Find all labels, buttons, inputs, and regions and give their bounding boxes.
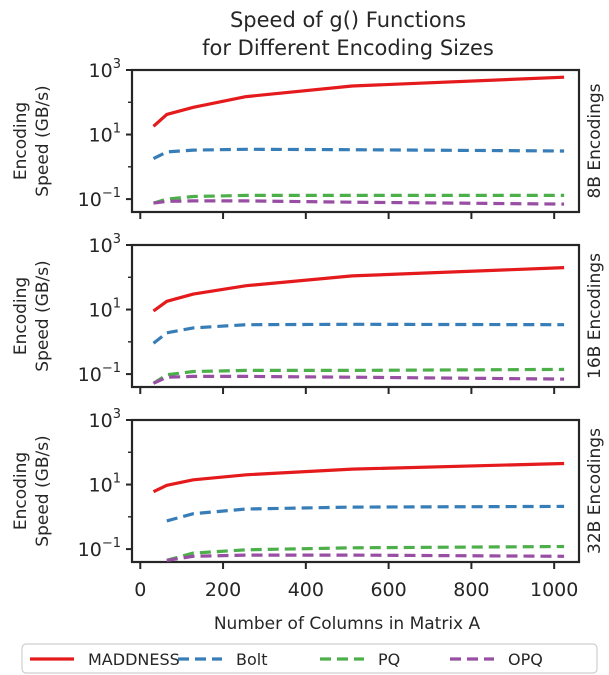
- y-axis-label: Encoding Speed (GB/s): [11, 85, 53, 196]
- legend-label-pq: PQ: [378, 650, 400, 669]
- legend-label-bolt: Bolt: [236, 650, 267, 669]
- series-line-bolt: [152, 322, 565, 345]
- panel-frame: [130, 68, 581, 214]
- x-tick-label: 600: [370, 579, 406, 601]
- series-line-pq: [166, 544, 565, 562]
- x-tick-label: 400: [288, 579, 324, 601]
- panel-label: 16B Encodings: [585, 253, 605, 379]
- y-tick-label: 101: [89, 297, 121, 322]
- panel-3: 10−1 101 103 Encoding Speed (GB/s) 32B Encodi…: [11, 407, 605, 569]
- y-tick-label: 101: [89, 472, 121, 497]
- x-tick-label: 800: [453, 579, 489, 601]
- series-line-opq: [166, 553, 565, 562]
- y-axis-label: Encoding Speed (GB/s): [11, 260, 53, 371]
- series-line-opq: [153, 199, 565, 206]
- series-line-pq: [152, 367, 565, 385]
- legend-box: [21, 643, 598, 674]
- legend-label-maddness: MADDNESS: [88, 650, 180, 669]
- series-line-bolt: [152, 147, 565, 161]
- panel-frame: [130, 418, 581, 564]
- chart-title-line-2: for Different Encoding Sizes: [202, 36, 494, 60]
- x-tick-label: 200: [205, 579, 241, 601]
- x-tick-label: 1000: [530, 579, 578, 601]
- panel-label: 8B Encodings: [585, 83, 605, 198]
- series-line-maddness: [152, 266, 565, 313]
- y-tick-label: 103: [89, 407, 121, 432]
- series-line-opq: [152, 374, 565, 385]
- y-axis-label: Encoding Speed (GB/s): [11, 435, 53, 546]
- series-line-maddness: [152, 461, 565, 494]
- series-line-bolt: [166, 504, 565, 523]
- y-tick-label: 10−1: [78, 361, 121, 386]
- x-axis-label: Number of Columns in Matrix A: [214, 614, 481, 634]
- panel-frame: [130, 243, 581, 389]
- panel-1: 10−1 101 103 Encoding Speed (GB/s) 8B Encodin…: [11, 57, 605, 219]
- y-tick-label: 103: [89, 57, 121, 82]
- y-tick-label: 101: [89, 122, 121, 147]
- y-tick-label: 103: [89, 232, 121, 257]
- x-tick-label: 0: [134, 579, 146, 601]
- panel-2: 10−1 101 103 Encoding Speed (GB/s) 16B Encodi…: [11, 232, 605, 394]
- series-line-maddness: [152, 75, 565, 128]
- chart-title-line-1: Speed of g() Functions: [230, 8, 466, 32]
- y-tick-label: 10−1: [78, 536, 121, 561]
- legend-label-opq: OPQ: [508, 650, 543, 669]
- panel-label: 32B Encodings: [585, 428, 605, 554]
- y-tick-label: 10−1: [78, 186, 121, 211]
